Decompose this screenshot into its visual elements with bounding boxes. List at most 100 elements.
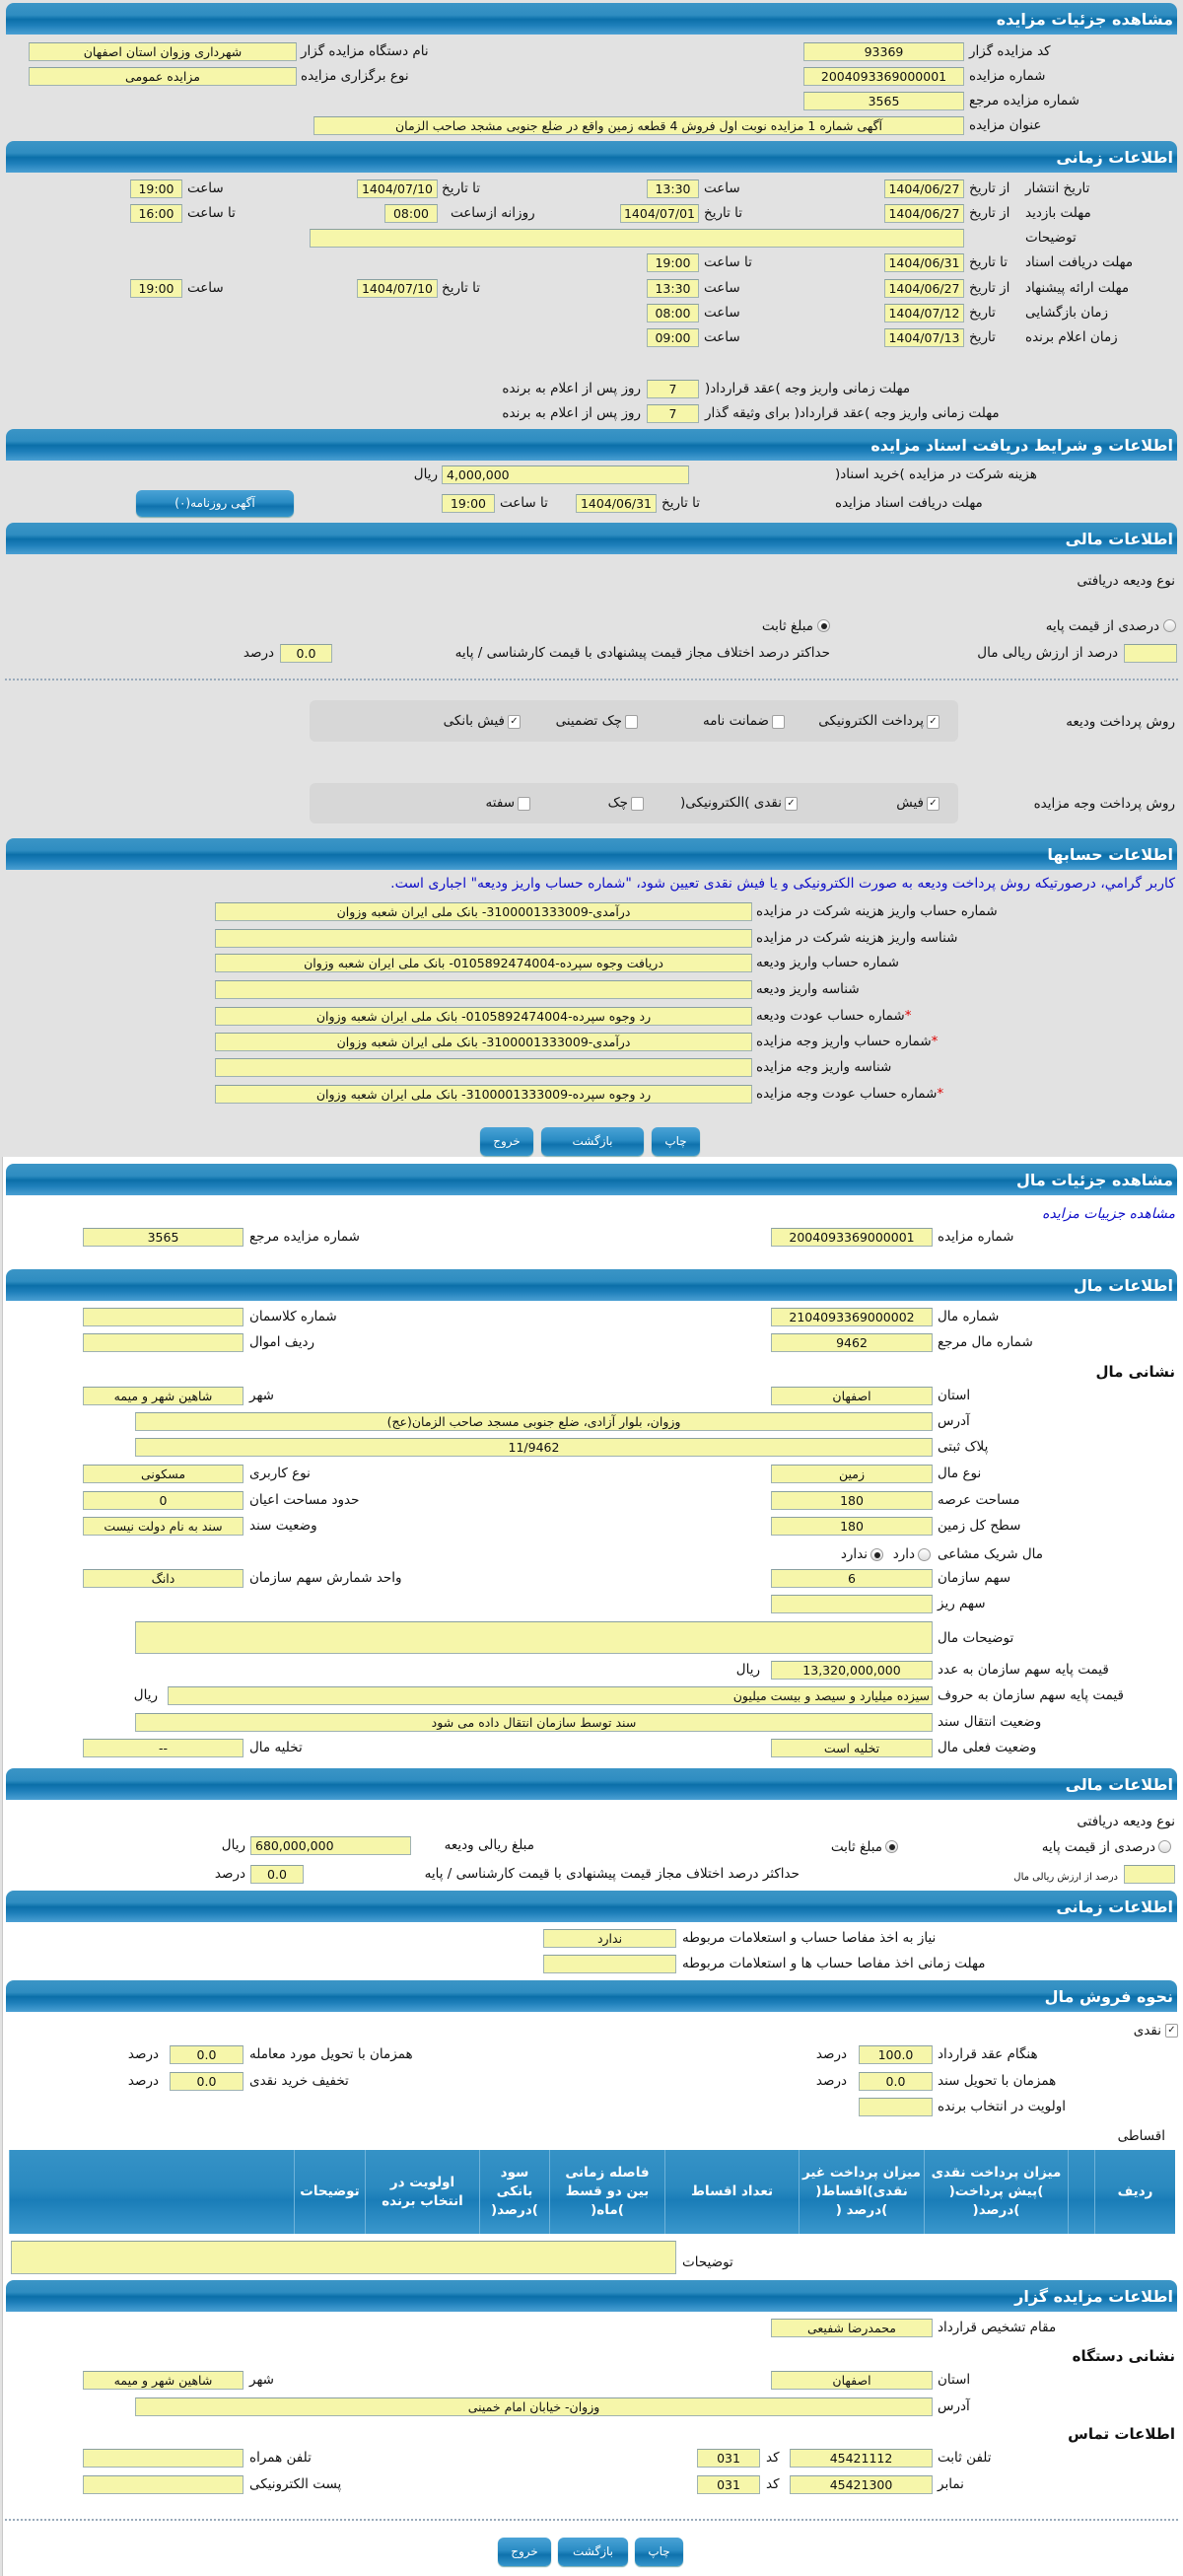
check-checkbox[interactable] [631, 797, 644, 811]
province-field[interactable]: اصفهان [771, 1387, 933, 1405]
deposit-amount-field[interactable]: 680,000,000 [250, 1836, 411, 1855]
back-button[interactable]: بازگشت [541, 1127, 644, 1156]
item-address-field[interactable]: وزوان، بلوار آزادی، ضلع جنوبی مسجد صاحب … [135, 1412, 933, 1431]
winner-time-field[interactable]: 09:00 [647, 328, 699, 347]
offer-from-date-field[interactable]: 1404/06/27 [884, 279, 964, 298]
documents-to-time-field[interactable]: 19:00 [647, 253, 699, 272]
cash-sale-checkbox[interactable]: ✓ [1165, 2024, 1178, 2038]
account-field[interactable] [215, 1058, 752, 1077]
fixed-amount-radio[interactable] [817, 619, 830, 632]
offer-from-time-field[interactable]: 13:30 [647, 279, 699, 298]
publish-to-time-field[interactable]: 19:00 [130, 179, 182, 198]
payment_deadline-days-field[interactable]: 7 [647, 380, 699, 398]
percent-of-base-radio[interactable] [1163, 619, 1176, 632]
land-area-field[interactable]: 180 [771, 1491, 933, 1510]
item-max-diff-field[interactable]: 0.0 [250, 1865, 304, 1884]
cash-discount-field[interactable]: 0.0 [170, 2072, 244, 2091]
winner-priority-field[interactable] [859, 2098, 933, 2116]
documents-deadline-date-field[interactable]: 1404/06/31 [576, 494, 657, 513]
certified-check-checkbox[interactable] [625, 715, 638, 729]
sub-share-field[interactable] [771, 1595, 933, 1613]
account-field[interactable]: رد وجوه سپرده-3100001333009- بانک ملی ای… [215, 1085, 752, 1104]
publish-from-time-field[interactable]: 13:30 [647, 179, 699, 198]
usage-field[interactable]: مسکونی [83, 1465, 244, 1483]
fax-field[interactable]: 45421300 [790, 2475, 933, 2494]
opening-date-field[interactable]: 1404/07/12 [884, 304, 964, 322]
item-percent-of-value-field[interactable] [1124, 1865, 1175, 1884]
reference-number-field[interactable]: 3565 [803, 92, 964, 110]
registration-plate-field[interactable]: 11/9462 [135, 1438, 933, 1457]
auctioneer-code-field[interactable]: 93369 [803, 42, 964, 61]
on-contract-field[interactable]: 100.0 [859, 2045, 933, 2064]
org-city-field[interactable]: شاهین شهر و میمه [83, 2371, 244, 2390]
collateral_deadline-days-field[interactable]: 7 [647, 404, 699, 423]
transfer-status-field[interactable]: سند توسط سازمان انتقال داده می شود [135, 1713, 933, 1732]
phone-field[interactable]: 45421112 [790, 2449, 933, 2468]
account-field[interactable] [215, 929, 752, 948]
account-field[interactable]: درآمدی-3100001333009- بانک ملی ایران شعب… [215, 1033, 752, 1051]
guarantee-letter-checkbox[interactable] [772, 715, 785, 729]
timing-description-field[interactable] [310, 229, 964, 248]
item-description-field[interactable] [135, 1621, 933, 1654]
auctioneer-name-field[interactable]: شهرداری وزوان استان اصفهان [29, 42, 297, 61]
account-field[interactable] [215, 980, 752, 999]
base-price-num-field[interactable]: 13,320,000,000 [771, 1661, 933, 1680]
print-button[interactable]: چاپ [652, 1127, 700, 1156]
account-field[interactable]: درآمدی-3100001333009- بانک ملی ایران شعب… [215, 902, 752, 921]
visit-daily-to-field[interactable]: 16:00 [130, 204, 182, 223]
item-reference-number-field[interactable]: 3565 [83, 1228, 244, 1247]
electronic-payment-checkbox[interactable]: ✓ [927, 715, 939, 729]
shared-yes-radio[interactable] [918, 1548, 931, 1561]
item-number-field[interactable]: 2104093369000002 [771, 1308, 933, 1326]
max-diff-field[interactable]: 0.0 [280, 644, 332, 663]
on-delivery-field[interactable]: 0.0 [170, 2045, 244, 2064]
share-unit-field[interactable]: دانگ [83, 1569, 244, 1588]
sale-description-field[interactable] [11, 2241, 676, 2274]
newspaper-ads-button[interactable]: آگهی روزنامه(۰) [136, 490, 294, 517]
cash-electronic-checkbox[interactable]: ✓ [785, 797, 798, 811]
class-number-field[interactable] [83, 1308, 244, 1326]
auction-type-field[interactable]: مزایده عمومی [29, 67, 297, 86]
email-field[interactable] [83, 2475, 244, 2494]
opening-time-field[interactable]: 08:00 [647, 304, 699, 322]
base-price-words-field[interactable]: سیزده میلیارد و سیصد و بیست میلیون [168, 1686, 933, 1705]
documents-to-date-field[interactable]: 1404/06/31 [884, 253, 964, 272]
fax-code-field[interactable]: 031 [697, 2475, 760, 2494]
exit-button-bottom[interactable]: خروج [498, 2538, 551, 2566]
item-ref-field[interactable]: 9462 [771, 1333, 933, 1352]
visit-from-date-field[interactable]: 1404/06/27 [884, 204, 964, 223]
account-field[interactable]: دریافت وجوه سپرده-0105892474004- بانک مل… [215, 954, 752, 972]
publish-from-date-field[interactable]: 1404/06/27 [884, 179, 964, 198]
total-area-field[interactable]: 180 [771, 1517, 933, 1536]
item-percent-of-base-radio[interactable] [1158, 1840, 1171, 1853]
building-area-field[interactable]: 0 [83, 1491, 244, 1510]
evacuation-field[interactable]: -- [83, 1739, 244, 1757]
exit-button[interactable]: خروج [480, 1127, 533, 1156]
offer-to-date-field[interactable]: 1404/07/10 [357, 279, 438, 298]
bank-receipt-checkbox[interactable]: ✓ [508, 715, 521, 729]
org-share-field[interactable]: 6 [771, 1569, 933, 1588]
auction-details-link[interactable]: مشاهده جزییات مزایده [1042, 1206, 1175, 1222]
receipt-checkbox[interactable]: ✓ [927, 797, 939, 811]
current-status-field[interactable]: تخلیه است [771, 1739, 933, 1757]
offer-to-time-field[interactable]: 19:00 [130, 279, 182, 298]
contract-authority-field[interactable]: محمدرضا شفیعی [771, 2319, 933, 2337]
auction-number-field[interactable]: 2004093369000001 [803, 67, 964, 86]
asset-row-field[interactable] [83, 1333, 244, 1352]
auction-subject-field[interactable]: آگهی شماره 1 مزایده نوبت اول فروش 4 قطعه… [313, 116, 964, 135]
city-field[interactable]: شاهین شهر و میمه [83, 1387, 244, 1405]
org-province-field[interactable]: اصفهان [771, 2371, 933, 2390]
print-button-bottom[interactable]: چاپ [635, 2538, 683, 2566]
percent-of-value-field[interactable] [1124, 644, 1177, 663]
mobile-field[interactable] [83, 2449, 244, 2468]
account-field[interactable]: رد وجوه سپرده-0105892474004- بانک ملی ای… [215, 1007, 752, 1026]
item-auction-number-field[interactable]: 2004093369000001 [771, 1228, 933, 1247]
org-address-field[interactable]: وزوان- خیابان امام خمینی [135, 2397, 933, 2416]
promissory-note-checkbox[interactable] [518, 797, 530, 811]
winner-date-field[interactable]: 1404/07/13 [884, 328, 964, 347]
deed-status-field[interactable]: سند به نام دولت نیست [83, 1517, 244, 1536]
shared-no-radio[interactable] [870, 1548, 883, 1561]
documents-fee-field[interactable]: 4,000,000 [442, 465, 689, 484]
phone-code-field[interactable]: 031 [697, 2449, 760, 2468]
clearance-field[interactable]: ندارد [543, 1929, 676, 1948]
